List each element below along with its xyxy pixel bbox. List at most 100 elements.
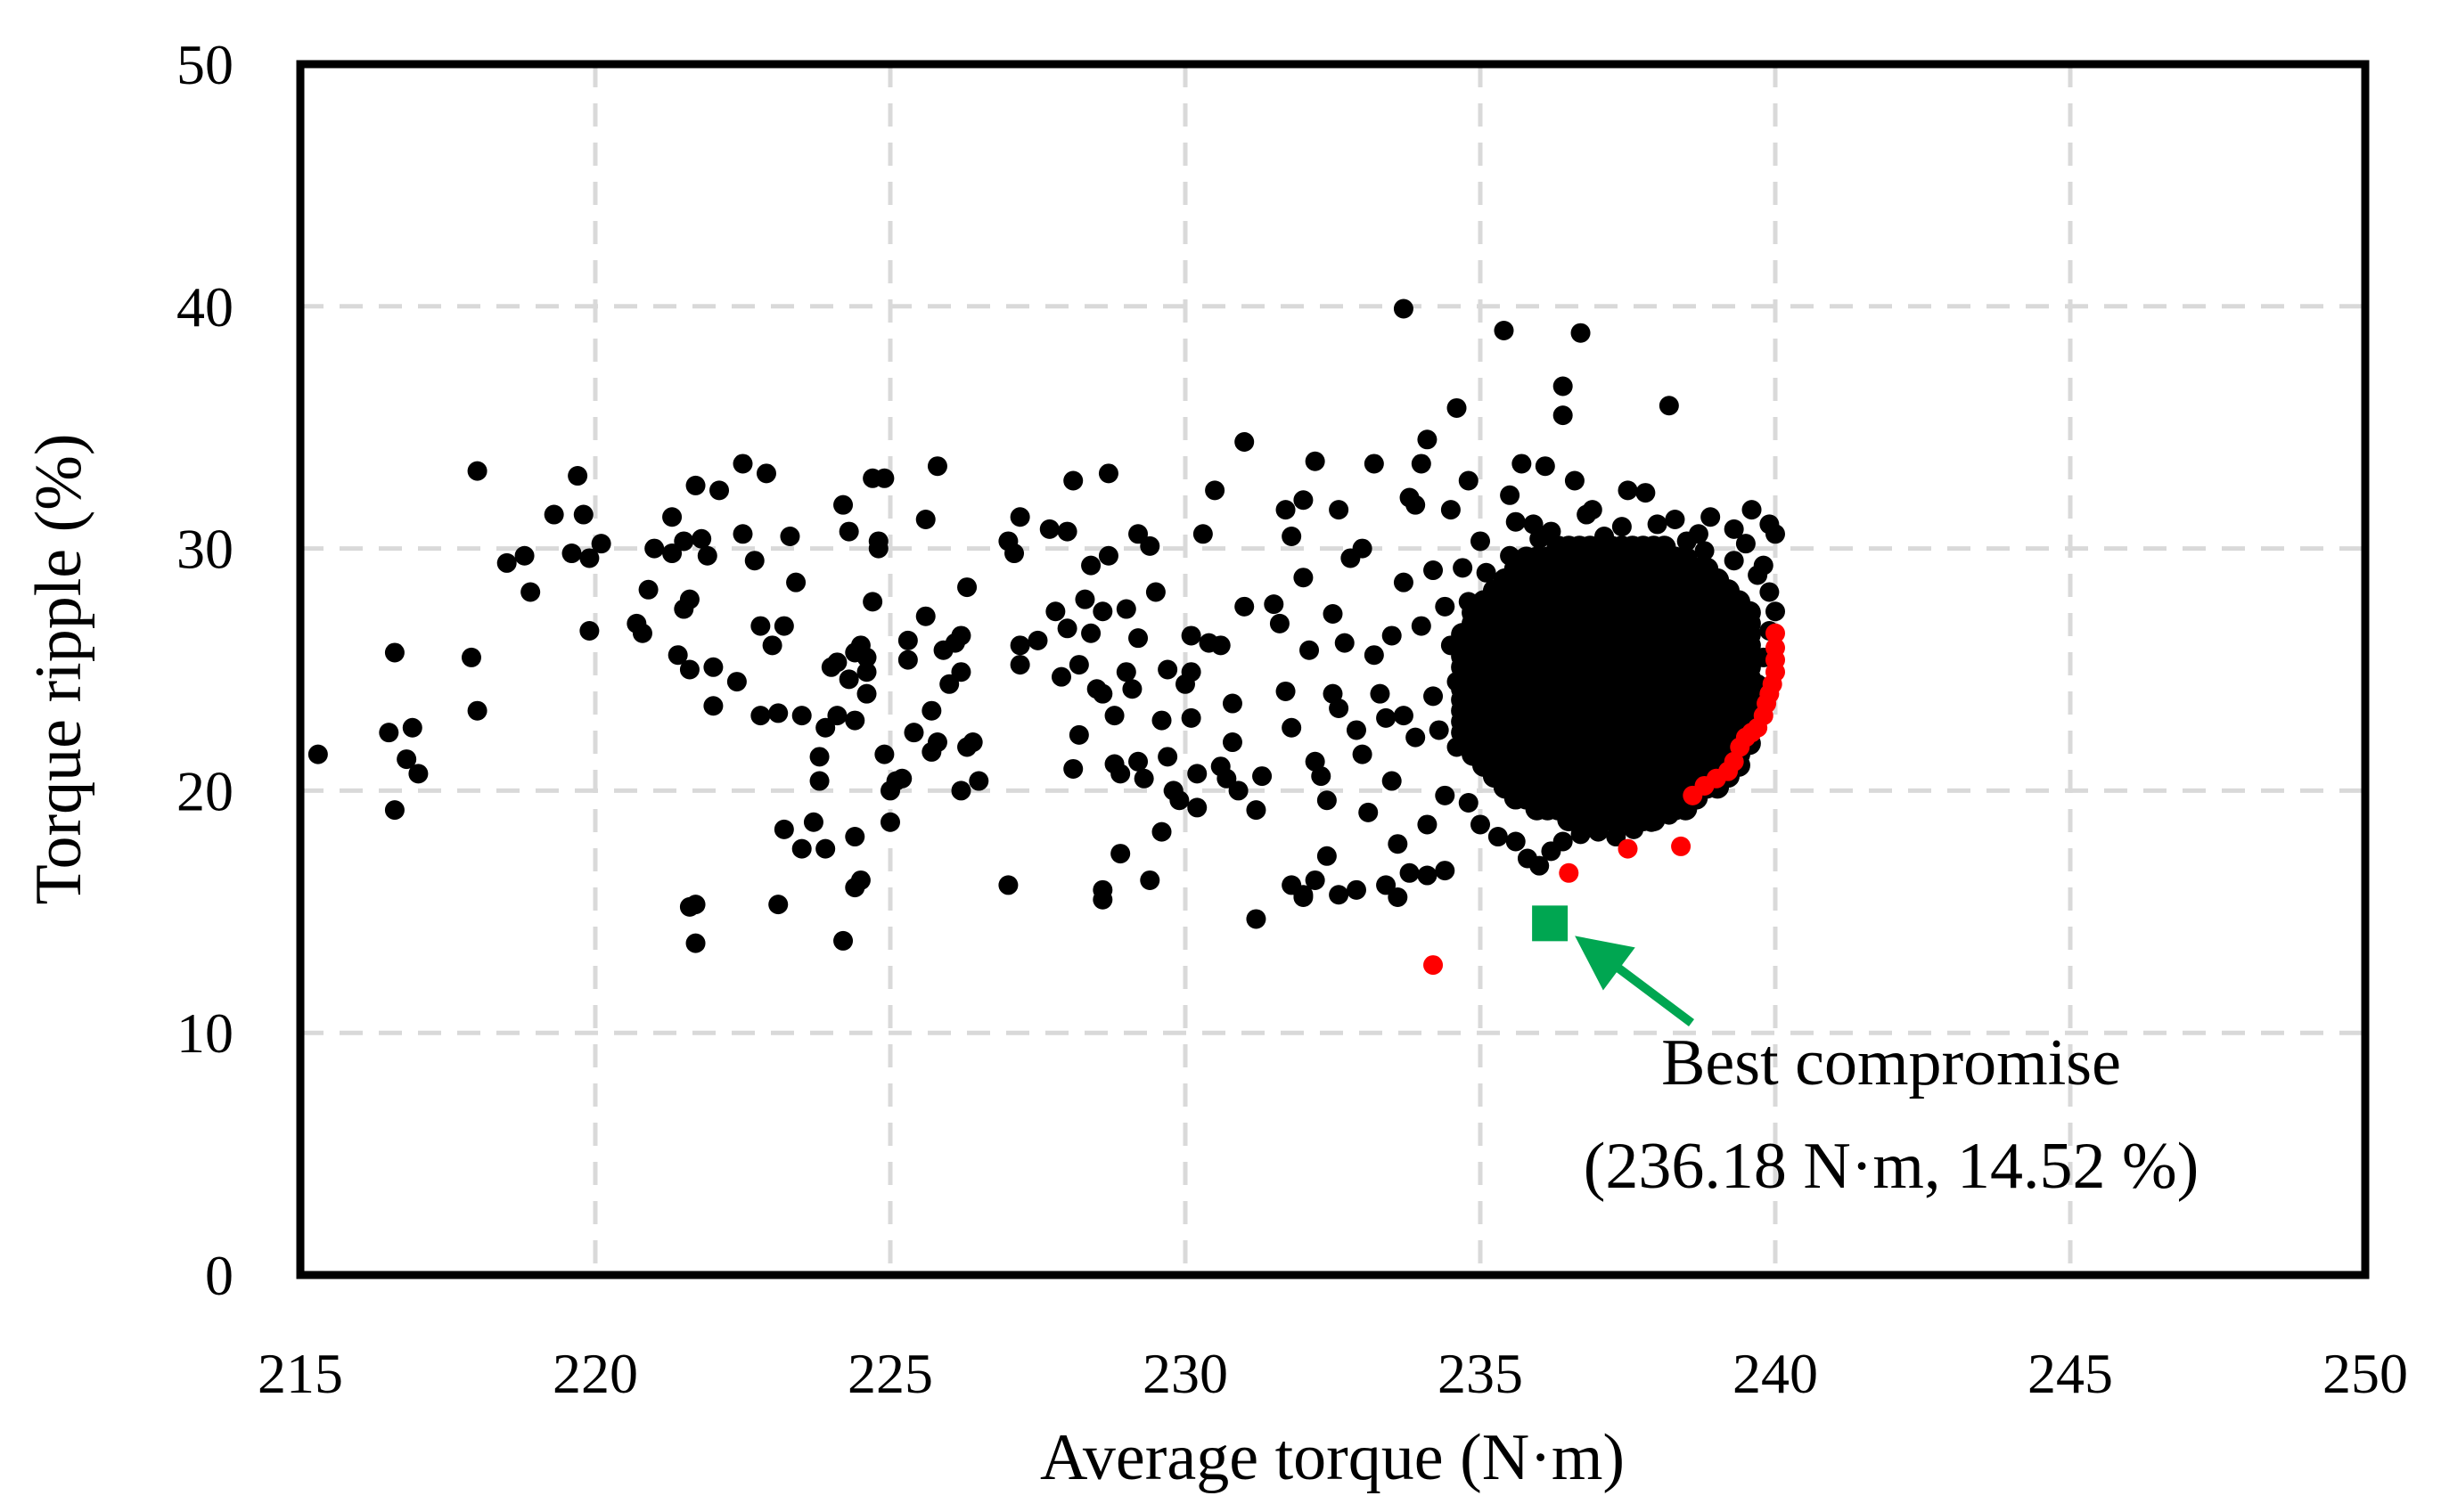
population-point — [939, 674, 960, 694]
population-point — [662, 544, 683, 564]
population-point — [1305, 451, 1325, 471]
population-point — [1140, 535, 1160, 556]
x-tick-label: 240 — [1732, 1342, 1818, 1405]
population-point — [1446, 397, 1467, 418]
population-point — [750, 706, 771, 726]
population-point — [467, 700, 487, 721]
population-point — [1570, 323, 1591, 343]
population-point — [774, 616, 794, 636]
population-point — [1376, 707, 1397, 728]
population-point — [1269, 613, 1290, 633]
population-point — [927, 732, 947, 753]
population-point — [874, 744, 895, 764]
population-point — [1435, 785, 1455, 805]
population-point — [1405, 494, 1426, 515]
population-point — [1388, 834, 1408, 854]
population-point — [1388, 887, 1408, 907]
population-point — [397, 749, 417, 770]
pareto-point — [1559, 862, 1579, 883]
population-point — [1346, 879, 1366, 900]
population-point — [1128, 751, 1149, 772]
population-point — [1487, 827, 1508, 847]
population-point — [815, 717, 836, 738]
population-point — [856, 683, 877, 704]
x-tick-label: 235 — [1438, 1342, 1523, 1405]
population-point — [1063, 758, 1084, 779]
population-point — [1500, 485, 1520, 505]
best-compromise-marker-group — [1532, 905, 1569, 942]
population-point — [1352, 744, 1372, 764]
population-point — [1104, 706, 1125, 726]
x-axis-title: Average torque (N·m) — [1040, 1421, 1625, 1494]
population-point — [402, 717, 422, 738]
population-point — [1134, 768, 1154, 789]
population-point — [1435, 861, 1455, 881]
population-point — [1234, 596, 1255, 617]
population-point — [1700, 507, 1721, 527]
population-point — [591, 534, 611, 554]
population-point — [1647, 514, 1667, 535]
population-point — [1694, 541, 1715, 561]
population-point — [1098, 545, 1118, 566]
population-point — [520, 582, 541, 602]
population-point — [662, 507, 683, 527]
population-point — [685, 895, 706, 915]
population-point — [897, 650, 918, 670]
population-point — [1116, 599, 1136, 619]
population-point — [951, 625, 971, 646]
population-point — [1110, 764, 1131, 784]
population-point — [685, 475, 706, 495]
population-point — [1323, 603, 1343, 624]
population-point — [1305, 870, 1325, 890]
population-point — [1116, 662, 1136, 682]
population-point — [1765, 601, 1785, 622]
population-point — [1110, 844, 1131, 864]
population-point — [791, 838, 812, 859]
population-point — [850, 870, 871, 890]
population-point — [809, 771, 830, 791]
population-point — [1039, 519, 1060, 539]
population-point — [868, 538, 889, 559]
y-tick-label: 30 — [176, 518, 233, 581]
population-cluster-point — [1737, 601, 1761, 625]
population-point — [1010, 635, 1030, 656]
population-point — [579, 548, 600, 568]
population-point — [1128, 524, 1149, 544]
population-point — [1494, 320, 1514, 340]
population-point — [1417, 814, 1438, 835]
population-point — [679, 659, 700, 680]
population-point — [1411, 454, 1431, 474]
population-point — [1329, 500, 1349, 520]
tick-labels: 215 220 225 230 235 240 245 250 0 10 20 30 40 50 — [176, 33, 2408, 1405]
population-point — [1759, 582, 1780, 602]
population-point — [568, 466, 588, 486]
population-point — [1311, 766, 1331, 787]
population-point — [1122, 679, 1143, 699]
population-point — [839, 669, 859, 690]
population-point — [1293, 885, 1314, 905]
population-point — [1405, 727, 1426, 748]
pareto-point — [1765, 623, 1785, 643]
population-point — [1376, 875, 1397, 895]
population-point — [496, 552, 517, 573]
population-point — [803, 812, 823, 832]
population-point — [632, 623, 652, 643]
population-point — [1151, 710, 1172, 731]
population-point — [1010, 655, 1030, 675]
population-point — [1081, 555, 1102, 576]
population-point — [897, 630, 918, 650]
population-point — [307, 744, 328, 764]
population-point — [1417, 865, 1438, 886]
population-point — [384, 800, 405, 821]
population-point — [1246, 800, 1266, 821]
population-point — [1028, 630, 1048, 650]
pareto-point — [1671, 836, 1691, 856]
population-point — [768, 895, 789, 915]
population-point — [1098, 463, 1118, 484]
population-point — [379, 723, 399, 743]
population-point — [1252, 766, 1273, 787]
population-point — [756, 463, 776, 484]
population-point — [1423, 560, 1444, 581]
population-point — [1145, 582, 1166, 602]
